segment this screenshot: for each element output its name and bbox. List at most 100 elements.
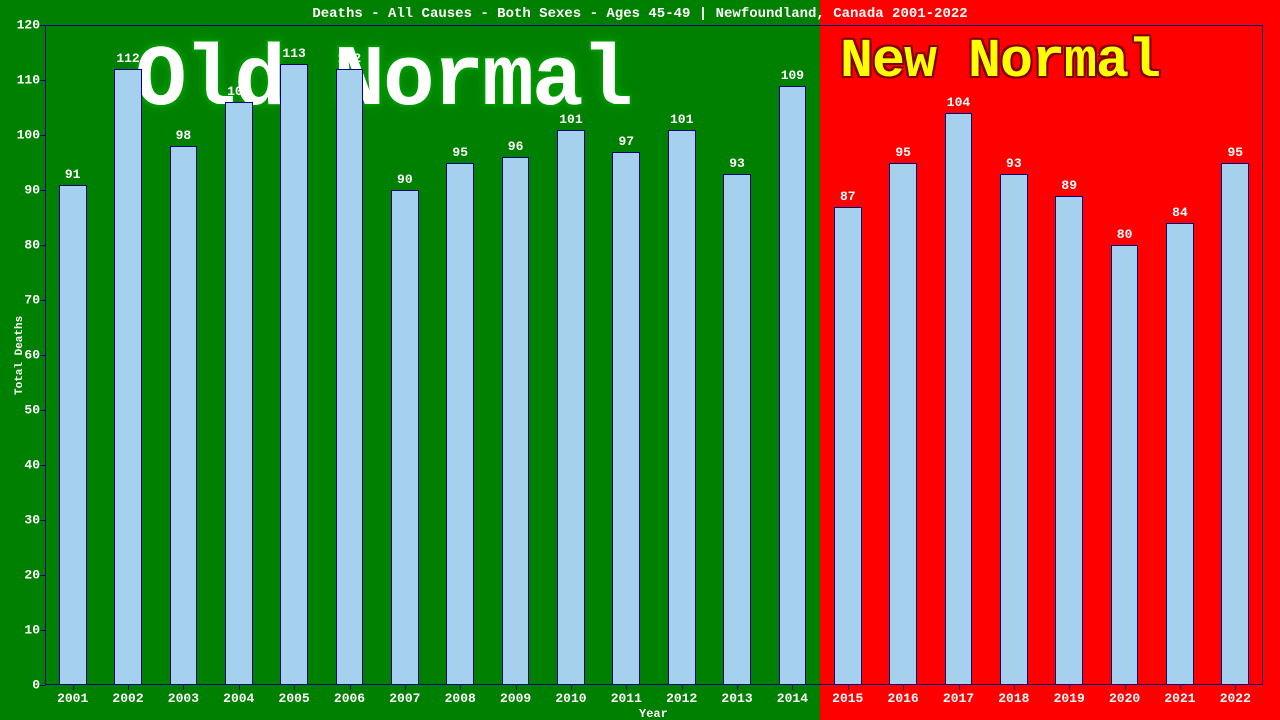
- y-tick-label: 100: [10, 128, 40, 143]
- y-tick-label: 60: [10, 348, 40, 363]
- bar-value-label: 112: [338, 51, 361, 66]
- x-tick-mark: [737, 685, 738, 690]
- x-tick-mark: [350, 685, 351, 690]
- y-tick-mark: [40, 465, 45, 466]
- y-tick-mark: [40, 630, 45, 631]
- bar: [668, 130, 696, 686]
- x-tick-mark: [128, 685, 129, 690]
- bar: [446, 163, 474, 686]
- y-tick-mark: [40, 355, 45, 356]
- bar: [1166, 223, 1194, 685]
- bar: [557, 130, 585, 686]
- x-tick-mark: [294, 685, 295, 690]
- x-tick-mark: [848, 685, 849, 690]
- bar: [170, 146, 198, 685]
- y-tick-mark: [40, 300, 45, 301]
- x-tick-mark: [1235, 685, 1236, 690]
- y-tick-mark: [40, 25, 45, 26]
- bar-value-label: 95: [895, 145, 911, 160]
- x-tick-label: 2012: [666, 691, 697, 706]
- x-tick-label: 2013: [721, 691, 752, 706]
- y-tick-mark: [40, 245, 45, 246]
- x-tick-mark: [516, 685, 517, 690]
- overlay-old-normal: Old Normal: [135, 32, 631, 130]
- bar: [59, 185, 87, 686]
- x-tick-mark: [239, 685, 240, 690]
- x-tick-mark: [73, 685, 74, 690]
- x-tick-label: 2009: [500, 691, 531, 706]
- bar: [391, 190, 419, 685]
- x-tick-mark: [682, 685, 683, 690]
- overlay-new-normal: New Normal: [840, 30, 1160, 93]
- bar: [502, 157, 530, 685]
- bar-value-label: 109: [781, 68, 804, 83]
- x-tick-label: 2016: [888, 691, 919, 706]
- x-tick-mark: [1069, 685, 1070, 690]
- bar: [1221, 163, 1249, 686]
- bar-value-label: 101: [559, 112, 582, 127]
- y-tick-label: 80: [10, 238, 40, 253]
- bar-value-label: 93: [729, 156, 745, 171]
- y-tick-label: 50: [10, 403, 40, 418]
- x-tick-mark: [1180, 685, 1181, 690]
- y-tick-label: 120: [10, 18, 40, 33]
- x-tick-mark: [405, 685, 406, 690]
- x-tick-label: 2019: [1054, 691, 1085, 706]
- bar-value-label: 101: [670, 112, 693, 127]
- x-axis-label: Year: [639, 707, 668, 720]
- bar: [114, 69, 142, 685]
- x-tick-label: 2007: [389, 691, 420, 706]
- x-tick-mark: [959, 685, 960, 690]
- x-tick-label: 2006: [334, 691, 365, 706]
- x-tick-label: 2008: [445, 691, 476, 706]
- x-tick-mark: [626, 685, 627, 690]
- bar-value-label: 90: [397, 172, 413, 187]
- y-tick-label: 10: [10, 623, 40, 638]
- y-tick-label: 20: [10, 568, 40, 583]
- y-tick-mark: [40, 520, 45, 521]
- bar: [1055, 196, 1083, 686]
- bar-value-label: 95: [452, 145, 468, 160]
- y-tick-mark: [40, 685, 45, 686]
- y-tick-mark: [40, 410, 45, 411]
- x-tick-label: 2003: [168, 691, 199, 706]
- bar-value-label: 112: [116, 51, 139, 66]
- bar: [779, 86, 807, 686]
- x-tick-label: 2004: [223, 691, 254, 706]
- x-tick-label: 2010: [555, 691, 586, 706]
- bar: [225, 102, 253, 685]
- y-tick-label: 0: [10, 678, 40, 693]
- y-tick-mark: [40, 575, 45, 576]
- y-tick-mark: [40, 190, 45, 191]
- bar: [1111, 245, 1139, 685]
- x-tick-label: 2005: [279, 691, 310, 706]
- y-tick-mark: [40, 80, 45, 81]
- y-tick-label: 40: [10, 458, 40, 473]
- y-tick-label: 70: [10, 293, 40, 308]
- bar: [336, 69, 364, 685]
- bar-value-label: 97: [619, 134, 635, 149]
- x-tick-label: 2011: [611, 691, 642, 706]
- x-tick-label: 2022: [1220, 691, 1251, 706]
- chart-container: Deaths - All Causes - Both Sexes - Ages …: [0, 0, 1280, 720]
- x-tick-mark: [571, 685, 572, 690]
- y-tick-label: 30: [10, 513, 40, 528]
- x-tick-label: 2018: [998, 691, 1029, 706]
- bar-value-label: 106: [227, 84, 250, 99]
- bar: [723, 174, 751, 686]
- bar-value-label: 84: [1172, 205, 1188, 220]
- bar-value-label: 104: [947, 95, 970, 110]
- bar: [1000, 174, 1028, 686]
- bar-value-label: 96: [508, 139, 524, 154]
- bar: [280, 64, 308, 686]
- bar: [889, 163, 917, 686]
- x-tick-mark: [183, 685, 184, 690]
- x-tick-mark: [460, 685, 461, 690]
- bar-value-label: 91: [65, 167, 81, 182]
- x-tick-label: 2021: [1164, 691, 1195, 706]
- x-tick-mark: [1125, 685, 1126, 690]
- bar-value-label: 87: [840, 189, 856, 204]
- bar-value-label: 80: [1117, 227, 1133, 242]
- y-tick-label: 90: [10, 183, 40, 198]
- bar-value-label: 98: [176, 128, 192, 143]
